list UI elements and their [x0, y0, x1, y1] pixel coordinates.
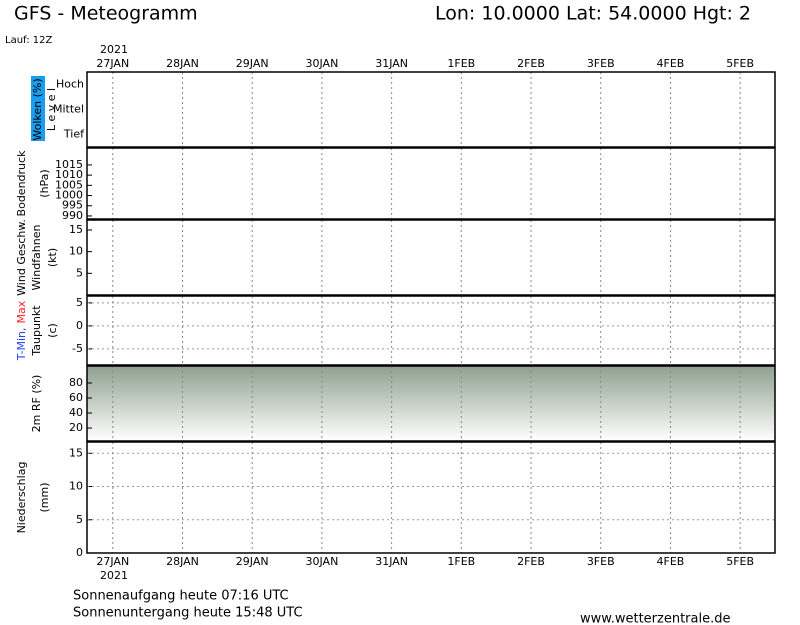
- panel-frame: [86, 219, 776, 296]
- sunset: Sonnenuntergang heute 15:48 UTC: [73, 606, 303, 621]
- date-label-top: 2FEB: [517, 57, 545, 70]
- panel-bg: [87, 442, 775, 553]
- legend-entry: Max: [15, 300, 28, 323]
- date-label-top: 4FEB: [657, 57, 685, 70]
- y-tick-label: 5: [76, 513, 83, 526]
- y-tick-label: 5: [76, 266, 83, 279]
- y-tick-label: 60: [69, 391, 83, 404]
- y-tick-label: 995: [62, 199, 83, 212]
- y-axis-label: Windfahnen: [30, 225, 43, 291]
- y-axis-label: (hPa): [38, 169, 51, 197]
- date-label-top: 31JAN: [375, 57, 408, 70]
- date-label-bottom: 2FEB: [517, 555, 545, 568]
- level-label: Mittel: [53, 103, 84, 116]
- panel-frame: [86, 365, 776, 442]
- panel-bg: [87, 366, 775, 441]
- date-label-bottom: 30JAN: [306, 555, 339, 568]
- y-tick-label: 0: [76, 546, 83, 559]
- y-axis-label: Bodendruck: [15, 150, 28, 217]
- panel-frame: [86, 71, 776, 148]
- y-tick-label: 20: [69, 421, 83, 434]
- run: Lauf: 12Z: [5, 35, 52, 46]
- date-label-bottom: 3FEB: [587, 555, 615, 568]
- panel-frame: [86, 441, 776, 554]
- y-tick-label: 80: [69, 376, 83, 389]
- y-axis-label: Taupunkt: [30, 305, 43, 357]
- date-label-bottom: 27JAN: [96, 555, 129, 568]
- y-axis-label: 2m RF (%): [30, 375, 43, 433]
- date-label-bottom: 1FEB: [447, 555, 475, 568]
- y-tick-label: 1010: [55, 168, 83, 181]
- y-tick-label: 1005: [55, 178, 83, 191]
- legend-entry: T-Min,: [15, 328, 28, 362]
- location: Lon: 10.0000 Lat: 54.0000 Hgt: 2: [435, 3, 751, 25]
- y-tick-label: 10: [69, 245, 83, 258]
- legend-label: Wind Geschw.: [15, 219, 28, 296]
- date-label-bottom: 4FEB: [657, 555, 685, 568]
- y-tick-label: 15: [69, 223, 83, 236]
- level-label: Tief: [63, 128, 85, 141]
- y-tick-label: 1015: [55, 158, 83, 171]
- date-label-top: 30JAN: [306, 57, 339, 70]
- panel-bg: [87, 220, 775, 295]
- panel-frame: [86, 295, 776, 366]
- date-label-bottom: 5FEB: [726, 555, 754, 568]
- date-label-bottom: 31JAN: [375, 555, 408, 568]
- y-tick-label: 10: [69, 480, 83, 493]
- date-label-top: 3FEB: [587, 57, 615, 70]
- label-bg: [31, 76, 45, 141]
- y-tick-label: 40: [69, 406, 83, 419]
- y-axis-label: (c): [46, 323, 59, 338]
- y-axis-label: (kt): [46, 248, 59, 267]
- panel-bg: [87, 72, 775, 147]
- sunrise: Sonnenaufgang heute 07:16 UTC: [73, 589, 289, 604]
- date-label-bottom: 29JAN: [236, 555, 269, 568]
- y-tick-label: 990: [62, 209, 83, 222]
- panel-bg: [87, 148, 775, 219]
- date-label-top: 1FEB: [447, 57, 475, 70]
- y-tick-label: 15: [69, 446, 83, 459]
- y-axis-label: Niederschlag: [15, 462, 28, 534]
- level-label: Hoch: [56, 78, 84, 91]
- date-label-top: 29JAN: [236, 57, 269, 70]
- y-tick-label: 1000: [55, 189, 83, 202]
- y-axis-label: L e v e l: [45, 88, 58, 131]
- source: www.wetterzentrale.de: [580, 612, 730, 625]
- legend-label: T-Min, Max: [15, 300, 28, 361]
- date-label-bottom: 28JAN: [166, 555, 199, 568]
- y-axis-label: (mm): [38, 482, 51, 512]
- year-top: 2021: [100, 43, 128, 56]
- y-tick-label: 0: [76, 319, 83, 332]
- panel-bg: [87, 296, 775, 365]
- date-label-top: 28JAN: [166, 57, 199, 70]
- year-bottom: 2021: [100, 569, 128, 582]
- panel-frame: [86, 147, 776, 220]
- date-label-top: 27JAN: [96, 57, 129, 70]
- title: GFS - Meteogramm: [14, 3, 198, 25]
- y-tick-label: -5: [72, 342, 83, 355]
- y-axis-label: Wolken (%): [31, 78, 44, 140]
- y-tick-label: 5: [76, 296, 83, 309]
- date-label-top: 5FEB: [726, 57, 754, 70]
